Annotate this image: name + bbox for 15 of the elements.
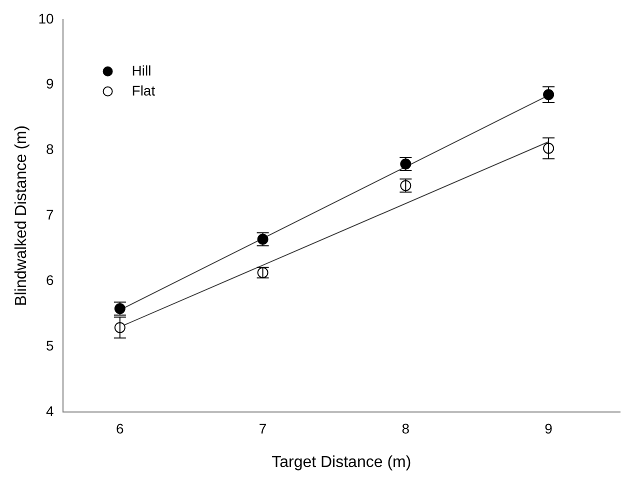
legend-label: Flat — [132, 82, 156, 98]
legend-label: Hill — [132, 62, 152, 78]
y-tick-label: 4 — [46, 402, 54, 419]
y-tick-label: 7 — [46, 206, 54, 223]
x-tick-label: 7 — [258, 420, 267, 436]
y-tick-label: 5 — [46, 337, 54, 354]
y-tick-label: 8 — [46, 141, 54, 158]
y-axis-title: Blindwalked Distance (m) — [13, 125, 30, 306]
x-tick-label: 9 — [544, 420, 553, 436]
y-tick-label: 9 — [46, 76, 54, 92]
x-axis-title: Target Distance (m) — [272, 454, 412, 471]
x-tick-label: 8 — [402, 420, 410, 436]
x-tick-label: 6 — [116, 420, 124, 436]
y-tick-label: 6 — [46, 272, 54, 288]
y-tick-label: 10 — [38, 10, 54, 26]
